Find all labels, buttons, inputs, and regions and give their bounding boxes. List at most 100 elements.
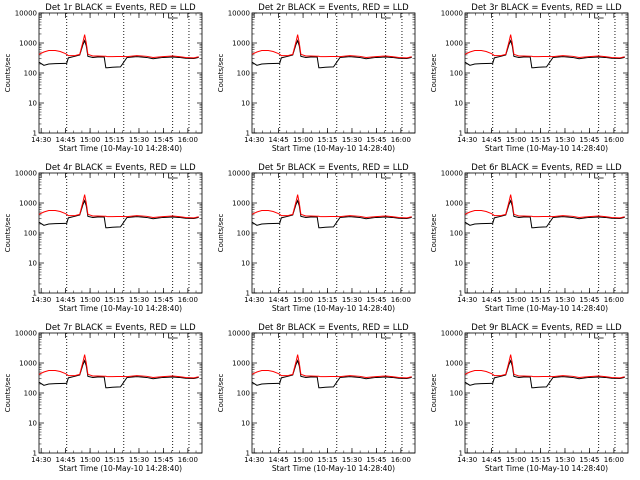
y-tick-label: 1000 — [232, 200, 250, 208]
y-tick-label: 1000 — [232, 40, 250, 48]
x-tick-label: 14:30 — [457, 136, 477, 144]
series-line-lld — [464, 194, 625, 219]
x-tick-label: 15:00 — [506, 136, 526, 144]
x-tick-label: 15:15 — [104, 456, 124, 464]
chart-title: Det 5r BLACK = Events, RED = LLD — [258, 163, 409, 173]
x-axis-label: Start Time (10-May-10 14:28:40) — [485, 144, 608, 153]
series-line-events — [464, 199, 625, 229]
x-tick-label: 15:30 — [129, 136, 149, 144]
x-tick-label: 14:45 — [482, 296, 502, 304]
series-line-lld — [251, 34, 412, 59]
series-line-lld — [38, 194, 199, 219]
x-tick-label: 16:00 — [178, 296, 198, 304]
x-tick-label: 15:45 — [366, 456, 386, 464]
y-tick-label: 1 — [33, 290, 37, 298]
x-tick-label: 15:00 — [506, 296, 526, 304]
plot-frame — [38, 332, 203, 454]
chart-svg: Det 3r BLACK = Events, RED = LLD 1 10 100 10… — [430, 3, 629, 153]
x-axis-label: Start Time (10-May-10 14:28:40) — [272, 304, 395, 313]
series-line-lld — [251, 354, 412, 379]
y-tick-label: 100 — [237, 70, 250, 78]
y-tick-label: 100 — [24, 230, 37, 238]
chart-title: Det 8r BLACK = Events, RED = LLD — [258, 323, 409, 333]
x-tick-label: 15:15 — [317, 456, 337, 464]
x-tick-label: 15:00 — [80, 456, 100, 464]
chart-svg: Det 8r BLACK = Events, RED = LLD 1 10 100 10… — [217, 323, 416, 473]
x-tick-label: 15:45 — [366, 296, 386, 304]
y-axis-label: Counts/sec — [4, 214, 12, 253]
x-tick-label: 15:15 — [317, 136, 337, 144]
x-tick-label: 14:30 — [31, 456, 51, 464]
x-tick-label: 16:00 — [391, 296, 411, 304]
y-tick-label: 10 — [454, 260, 463, 268]
y-tick-label: 10000 — [441, 170, 463, 178]
x-tick-label: 14:45 — [269, 296, 289, 304]
y-axis-label: Counts/sec — [4, 54, 12, 93]
x-tick-label: 14:45 — [482, 136, 502, 144]
x-tick-label: 14:30 — [457, 296, 477, 304]
chart-svg: Det 7r BLACK = Events, RED = LLD 1 10 100 10… — [4, 323, 203, 473]
x-tick-label: 14:45 — [482, 456, 502, 464]
x-tick-label: 15:30 — [342, 296, 362, 304]
y-axis-label: Counts/sec — [217, 374, 225, 413]
x-tick-label: 16:00 — [604, 296, 624, 304]
x-tick-label: 15:00 — [80, 296, 100, 304]
x-axis-label: Start Time (10-May-10 14:28:40) — [59, 304, 182, 313]
x-axis-label: Start Time (10-May-10 14:28:40) — [272, 144, 395, 153]
y-tick-label: 10000 — [441, 330, 463, 338]
y-axis-label: Counts/sec — [217, 214, 225, 253]
x-tick-label: 14:30 — [244, 456, 264, 464]
y-tick-label: 1 — [246, 130, 250, 138]
chart-title: Det 7r BLACK = Events, RED = LLD — [45, 323, 196, 333]
y-tick-label: 10 — [28, 260, 37, 268]
x-tick-label: 15:15 — [104, 136, 124, 144]
y-tick-label: 10000 — [15, 170, 37, 178]
y-axis-label: Counts/sec — [430, 374, 438, 413]
x-tick-label: 14:45 — [56, 456, 76, 464]
plot-frame — [251, 172, 416, 294]
series-line-events — [251, 199, 412, 229]
series-line-events — [38, 39, 199, 69]
x-tick-label: 15:30 — [555, 456, 575, 464]
x-tick-label: 15:30 — [555, 136, 575, 144]
chart-panel-7: Det 7r BLACK = Events, RED = LLD 1 10 100 10… — [0, 320, 213, 480]
x-tick-label: 15:45 — [153, 136, 173, 144]
x-tick-label: 16:00 — [391, 136, 411, 144]
y-tick-label: 1000 — [445, 200, 463, 208]
attenuator-bracket — [381, 173, 391, 179]
y-tick-label: 10 — [241, 100, 250, 108]
x-tick-label: 15:45 — [153, 296, 173, 304]
x-tick-label: 15:00 — [293, 456, 313, 464]
x-tick-label: 16:00 — [604, 136, 624, 144]
plot-frame — [464, 12, 629, 134]
y-tick-label: 1000 — [232, 360, 250, 368]
y-tick-label: 1000 — [445, 360, 463, 368]
attenuator-bracket — [381, 13, 391, 19]
series-line-lld — [464, 34, 625, 59]
chart-svg: Det 4r BLACK = Events, RED = LLD 1 10 100 10… — [4, 163, 203, 313]
y-tick-label: 10000 — [228, 330, 250, 338]
attenuator-bracket — [594, 333, 604, 339]
x-tick-label: 15:15 — [104, 296, 124, 304]
y-tick-label: 100 — [450, 70, 463, 78]
chart-svg: Det 6r BLACK = Events, RED = LLD 1 10 100 10… — [430, 163, 629, 313]
x-tick-label: 14:45 — [269, 456, 289, 464]
series-line-lld — [251, 194, 412, 219]
chart-title: Det 2r BLACK = Events, RED = LLD — [258, 3, 409, 13]
series-line-lld — [464, 354, 625, 379]
y-tick-label: 1 — [246, 290, 250, 298]
attenuator-bracket — [594, 13, 604, 19]
chart-title: Det 9r BLACK = Events, RED = LLD — [471, 323, 622, 333]
x-tick-label: 15:30 — [555, 296, 575, 304]
y-tick-label: 10 — [28, 100, 37, 108]
y-axis-label: Counts/sec — [4, 374, 12, 413]
x-tick-label: 15:30 — [129, 296, 149, 304]
x-tick-label: 14:30 — [31, 296, 51, 304]
y-tick-label: 10000 — [15, 10, 37, 18]
x-tick-label: 15:00 — [293, 136, 313, 144]
chart-title: Det 3r BLACK = Events, RED = LLD — [471, 3, 622, 13]
x-tick-label: 15:30 — [342, 136, 362, 144]
series-line-lld — [38, 34, 199, 59]
y-tick-label: 1 — [459, 130, 463, 138]
